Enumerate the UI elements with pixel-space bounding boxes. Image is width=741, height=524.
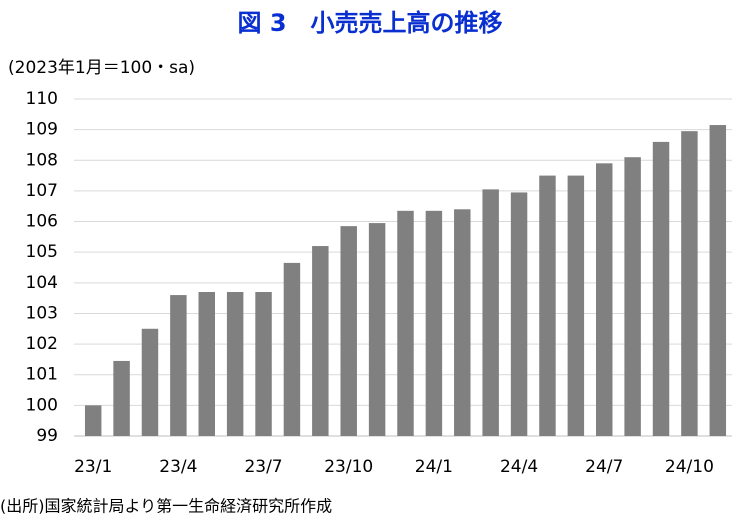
- bar: [340, 226, 357, 436]
- y-tick-label: 99: [36, 426, 58, 446]
- y-tick-label: 104: [26, 273, 58, 293]
- bar: [681, 131, 698, 436]
- x-tick-label: 24/1: [415, 457, 453, 477]
- chart-title: 図 3 小売売上高の推移: [237, 9, 502, 37]
- bar: [709, 125, 727, 437]
- bar: [312, 246, 329, 436]
- y-tick-label: 109: [26, 120, 58, 140]
- y-tick-label: 110: [26, 89, 58, 109]
- bar: [567, 175, 585, 436]
- x-tick-label: 23/10: [324, 457, 373, 477]
- bar: [84, 405, 102, 436]
- bar: [652, 141, 670, 436]
- bar: [283, 262, 301, 436]
- y-tick-label: 108: [26, 150, 58, 170]
- y-tick-label: 100: [26, 395, 58, 415]
- source-note: (出所)国家統計局より第一生命経済研究所作成: [0, 497, 332, 516]
- bar: [454, 209, 471, 436]
- y-tick-label: 106: [26, 212, 58, 232]
- x-tick-label: 24/7: [585, 457, 623, 477]
- bar: [539, 175, 556, 436]
- bar: [255, 292, 272, 436]
- x-tick-label: 23/4: [159, 457, 197, 477]
- bar: [596, 163, 613, 436]
- bar: [482, 189, 499, 436]
- y-axis-label: (2023年1月＝100・sa): [8, 58, 195, 78]
- y-tick-label: 105: [26, 242, 58, 262]
- bar: [141, 328, 159, 436]
- bar: [113, 360, 130, 436]
- bar: [368, 223, 386, 436]
- y-tick-label: 103: [26, 303, 58, 323]
- x-tick-label: 24/4: [500, 457, 538, 477]
- y-tick-label: 101: [26, 365, 58, 385]
- y-tick-label: 102: [26, 334, 58, 354]
- bar: [510, 192, 528, 436]
- bar: [170, 295, 187, 436]
- bar: [226, 292, 244, 436]
- bar: [425, 210, 443, 436]
- bar: [624, 157, 641, 436]
- x-tick-label: 24/10: [665, 457, 714, 477]
- x-tick-label: 23/1: [74, 457, 112, 477]
- y-tick-label: 107: [26, 181, 58, 201]
- x-tick-label: 23/7: [244, 457, 282, 477]
- bar: [397, 210, 414, 436]
- bar: [198, 292, 215, 436]
